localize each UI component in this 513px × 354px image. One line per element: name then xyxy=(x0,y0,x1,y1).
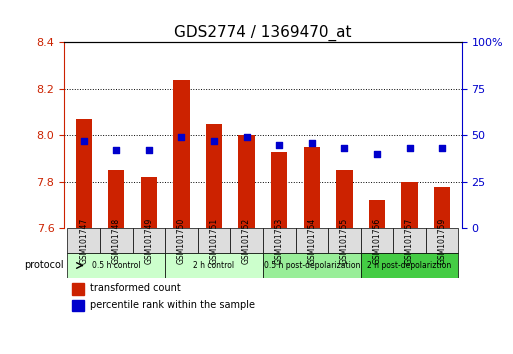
Text: 0.5 h post-depolarization: 0.5 h post-depolarization xyxy=(264,261,360,270)
Bar xyxy=(108,170,125,228)
Point xyxy=(438,145,446,151)
Text: GSM101754: GSM101754 xyxy=(307,218,317,264)
FancyBboxPatch shape xyxy=(426,228,459,253)
Bar xyxy=(434,187,450,228)
FancyBboxPatch shape xyxy=(230,228,263,253)
Bar xyxy=(271,152,287,228)
FancyBboxPatch shape xyxy=(165,228,198,253)
Text: GSM101759: GSM101759 xyxy=(438,218,447,264)
Text: GSM101756: GSM101756 xyxy=(372,218,382,264)
Point xyxy=(243,135,251,140)
Point xyxy=(373,151,381,157)
Text: GSM101747: GSM101747 xyxy=(79,218,88,264)
Text: 2 h post-depolariztion: 2 h post-depolariztion xyxy=(367,261,451,270)
Text: GSM101757: GSM101757 xyxy=(405,218,414,264)
Point xyxy=(405,145,413,151)
FancyBboxPatch shape xyxy=(165,253,263,278)
Bar xyxy=(304,147,320,228)
Bar xyxy=(173,80,190,228)
FancyBboxPatch shape xyxy=(393,228,426,253)
Bar xyxy=(206,124,222,228)
Point xyxy=(112,147,121,153)
FancyBboxPatch shape xyxy=(132,228,165,253)
FancyBboxPatch shape xyxy=(263,253,361,278)
Text: transformed count: transformed count xyxy=(90,283,181,293)
Point xyxy=(177,135,186,140)
Bar xyxy=(72,284,84,295)
FancyBboxPatch shape xyxy=(67,228,100,253)
Point xyxy=(340,145,348,151)
Text: GSM101752: GSM101752 xyxy=(242,218,251,264)
Bar xyxy=(239,135,255,228)
FancyBboxPatch shape xyxy=(328,228,361,253)
Point xyxy=(210,138,218,144)
Bar xyxy=(401,182,418,228)
Text: GSM101750: GSM101750 xyxy=(177,218,186,264)
FancyBboxPatch shape xyxy=(263,228,295,253)
Text: GSM101748: GSM101748 xyxy=(112,218,121,264)
FancyBboxPatch shape xyxy=(67,253,165,278)
Text: 0.5 h control: 0.5 h control xyxy=(92,261,141,270)
Bar xyxy=(72,300,84,312)
Bar xyxy=(75,119,92,228)
Title: GDS2774 / 1369470_at: GDS2774 / 1369470_at xyxy=(174,25,352,41)
Point xyxy=(80,138,88,144)
Text: GSM101751: GSM101751 xyxy=(209,218,219,264)
Text: GSM101755: GSM101755 xyxy=(340,218,349,264)
Text: GSM101753: GSM101753 xyxy=(274,218,284,264)
FancyBboxPatch shape xyxy=(198,228,230,253)
Text: protocol: protocol xyxy=(25,261,64,270)
Bar xyxy=(141,177,157,228)
FancyBboxPatch shape xyxy=(361,228,393,253)
FancyBboxPatch shape xyxy=(361,253,459,278)
Text: 2 h control: 2 h control xyxy=(193,261,234,270)
Point xyxy=(308,140,316,145)
Point xyxy=(275,142,283,148)
Point xyxy=(145,147,153,153)
FancyBboxPatch shape xyxy=(295,228,328,253)
Text: percentile rank within the sample: percentile rank within the sample xyxy=(90,300,255,310)
Bar xyxy=(369,200,385,228)
Bar xyxy=(336,170,352,228)
Text: GSM101749: GSM101749 xyxy=(144,218,153,264)
FancyBboxPatch shape xyxy=(100,228,132,253)
